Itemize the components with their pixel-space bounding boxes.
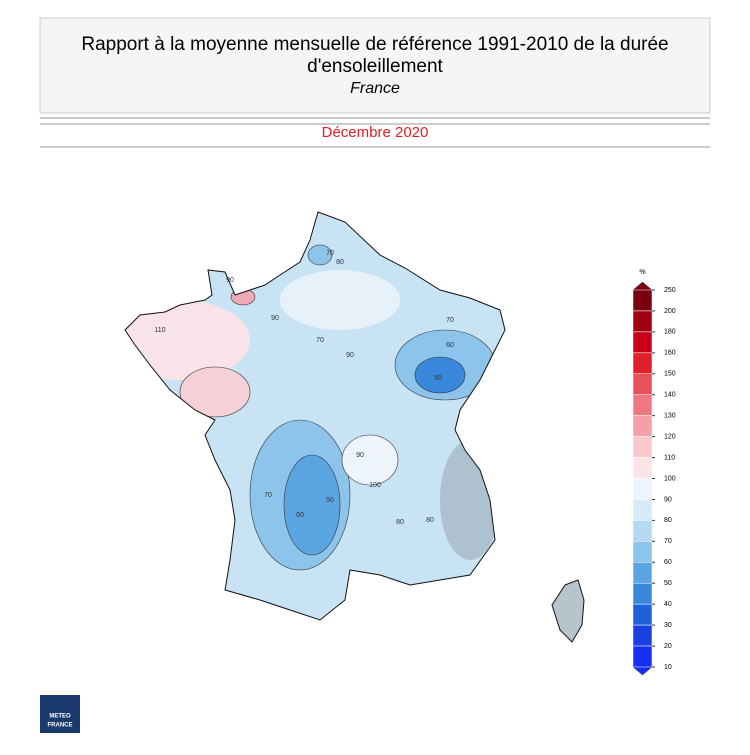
title: d'ensoleillement (307, 56, 443, 77)
contour-label: 70 (446, 317, 454, 324)
legend-swatch (632, 289, 653, 312)
contour-label: 80 (426, 517, 434, 524)
legend-swatch (632, 436, 653, 458)
header-box (39, 17, 711, 114)
contour-label: 80 (336, 259, 344, 266)
contour-label: 70 (326, 250, 334, 257)
legend-swatch (632, 310, 653, 333)
legend-label: 110 (664, 454, 675, 461)
contour-label: 90 (356, 452, 364, 459)
legend-swatch (632, 645, 653, 668)
zone (341, 434, 399, 486)
contour-label: 80 (396, 519, 404, 526)
region: France (350, 80, 400, 97)
legend-swatch (632, 624, 653, 647)
legend-label: 150 (664, 371, 676, 378)
contour-label: 100 (369, 482, 381, 489)
legend-swatch (632, 415, 653, 437)
legend-label: 70 (664, 538, 672, 545)
legend-label: 50 (664, 580, 672, 587)
contour-label: 90 (226, 277, 234, 284)
legend-label: 20 (664, 643, 672, 650)
legend: % 250 200 180 160 150 140 130 120 110 100 90 80 70 60 5… (632, 269, 676, 676)
contour-label: 50 (326, 497, 334, 504)
logo (40, 695, 80, 733)
legend-label: 60 (664, 559, 672, 566)
legend-swatch (632, 394, 653, 416)
logo-text: METEO (49, 714, 71, 720)
title: Rapport à la moyenne mensuelle de référe… (81, 34, 668, 55)
corsica (551, 579, 585, 643)
legend-label: 90 (664, 496, 672, 503)
legend-label: 200 (664, 308, 676, 315)
legend-label: 30 (664, 622, 672, 629)
legend-swatch (632, 499, 653, 521)
legend-arrow (632, 281, 653, 291)
legend-swatch (632, 582, 653, 605)
relief (440, 440, 500, 560)
legend-label: 140 (664, 392, 676, 399)
legend-label: 160 (664, 350, 676, 357)
legend-label: 120 (664, 433, 676, 440)
logo-text: FRANCE (48, 723, 73, 729)
zone (280, 270, 400, 330)
legend-unit: % (639, 269, 645, 276)
legend-swatch (632, 373, 653, 395)
contour-label: 110 (154, 327, 165, 334)
legend-label: 250 (664, 287, 676, 294)
legend-swatch (632, 541, 653, 563)
zone (283, 454, 341, 556)
legend-swatch (632, 331, 653, 354)
contour-label: 60 (446, 342, 454, 349)
map (125, 212, 505, 620)
legend-arrow (632, 666, 653, 676)
period: Décembre 2020 (322, 124, 429, 141)
legend-label: 180 (664, 329, 676, 336)
legend-swatch (632, 478, 653, 500)
zone (179, 366, 251, 418)
zone (414, 356, 466, 394)
legend-swatch (632, 457, 653, 479)
legend-label: 100 (664, 475, 676, 482)
legend-label: 10 (664, 664, 672, 671)
legend-swatch (632, 352, 653, 375)
legend-label: 40 (664, 601, 672, 608)
contour-label: 70 (316, 337, 324, 344)
contour-label: 60 (296, 512, 304, 519)
contour-label: 50 (434, 375, 442, 382)
legend-swatch (632, 562, 653, 584)
legend-swatch (632, 520, 653, 542)
zone (125, 300, 250, 380)
zone (230, 288, 256, 306)
legend-label: 80 (664, 517, 672, 524)
contour-label: 90 (271, 315, 279, 322)
contour-label: 90 (346, 352, 354, 359)
contour-label: 70 (264, 492, 272, 499)
legend-label: 130 (664, 413, 676, 420)
zone (307, 244, 333, 266)
legend-swatch (632, 603, 653, 626)
